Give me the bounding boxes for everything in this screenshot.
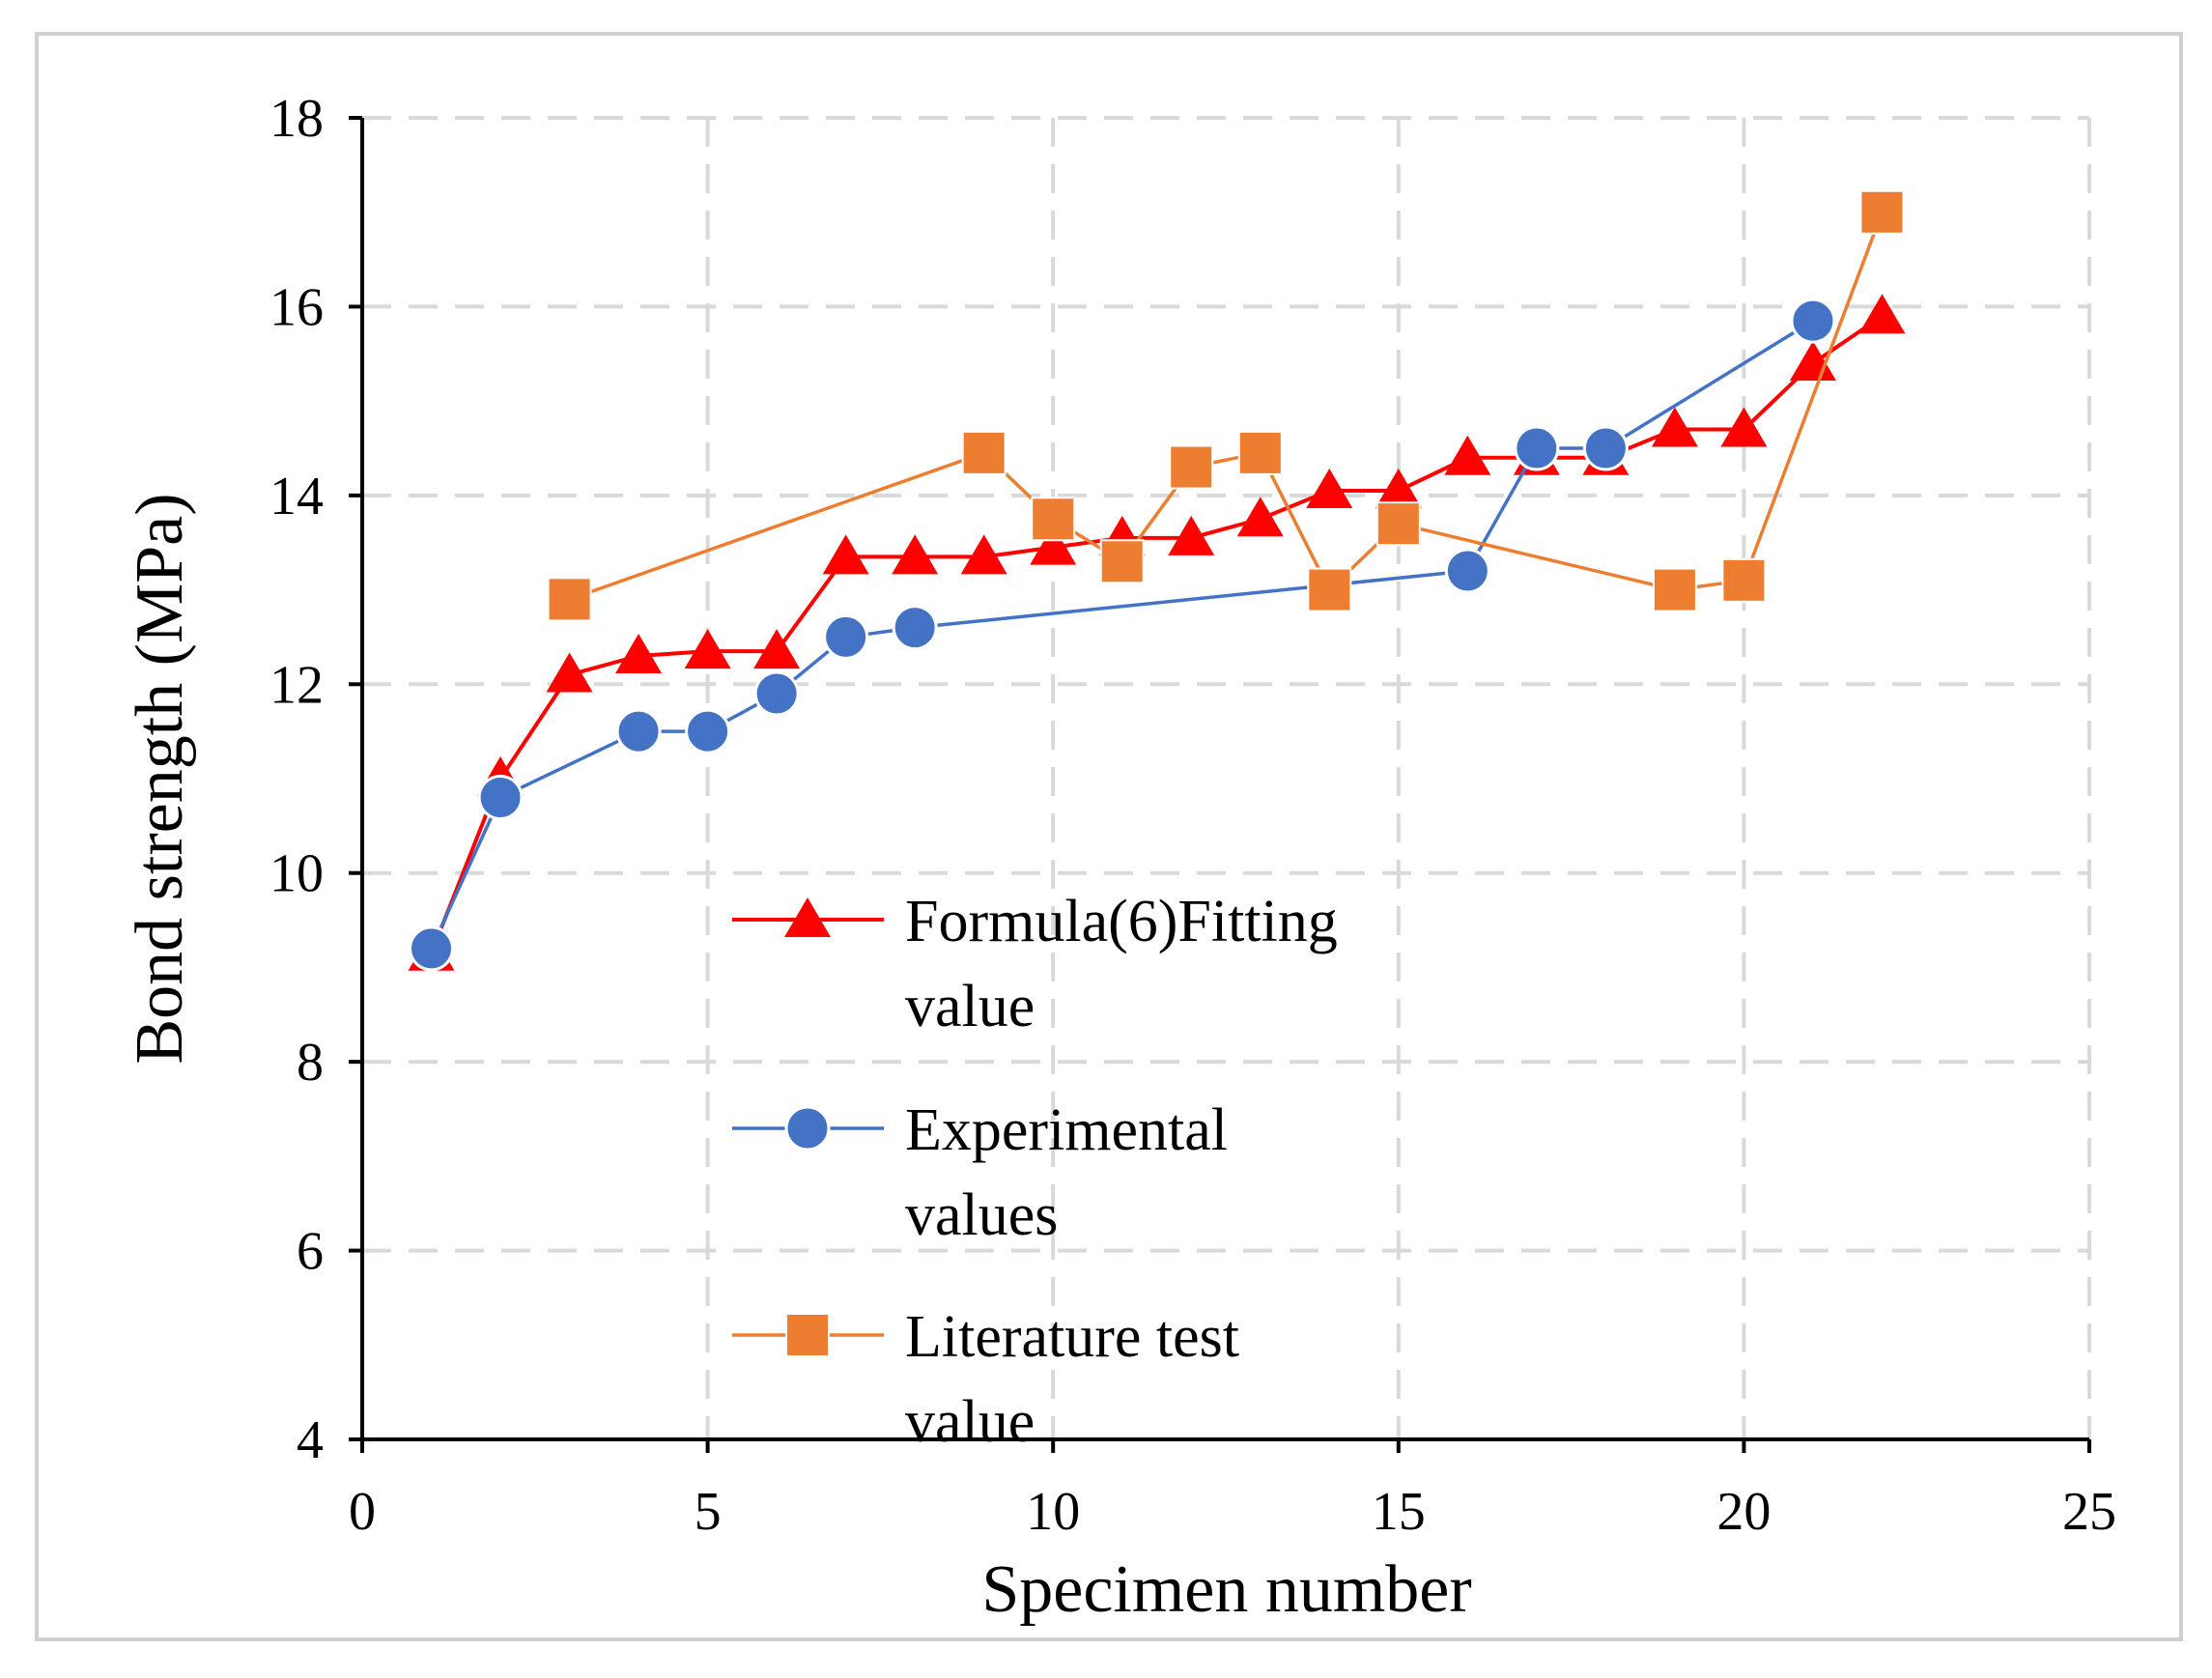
x-tick-label: 20 <box>1716 1482 1771 1542</box>
legend-label-experimental: values <box>905 1182 1058 1248</box>
y-tick-label: 12 <box>269 655 324 715</box>
formula-point <box>1720 407 1768 447</box>
formula-point <box>1444 435 1491 475</box>
formula-point <box>822 534 869 575</box>
x-tick-label: 5 <box>695 1482 722 1542</box>
x-axis-title: Specimen number <box>981 1552 1471 1627</box>
experimental-point <box>1790 298 1836 344</box>
formula-point <box>753 629 801 669</box>
legend-label-experimental: Experimental <box>905 1097 1228 1163</box>
formula-point <box>615 633 663 673</box>
legend: Formula(6)Fitting value Experimental values… <box>732 889 1338 1455</box>
y-tick-label: 8 <box>297 1033 324 1093</box>
formula-point <box>684 629 731 669</box>
series-literature <box>547 189 1905 622</box>
x-tick-label: 0 <box>349 1482 376 1542</box>
experimental-point <box>1582 425 1629 471</box>
experimental-point <box>409 925 455 972</box>
experimental-point <box>477 775 524 821</box>
experimental-point <box>892 605 938 651</box>
axes <box>349 116 2091 1453</box>
x-tick-label: 25 <box>2062 1482 2116 1542</box>
formula-point <box>892 534 939 575</box>
legend-label-formula: value <box>905 974 1035 1039</box>
y-tick-label: 18 <box>269 89 324 149</box>
legend-marker-experimental <box>784 1105 831 1152</box>
experimental-point <box>615 708 662 754</box>
formula-line <box>429 314 1884 954</box>
formula-point <box>1858 294 1906 334</box>
y-tick-label: 10 <box>269 844 324 904</box>
experimental-point <box>753 670 800 717</box>
legend-item-formula: Formula(6)Fitting value <box>732 889 1338 1039</box>
formula-point <box>1030 525 1077 565</box>
formula-point <box>1375 468 1422 508</box>
series-formula <box>408 294 1906 971</box>
y-axis-title: Bond strength (MPa) <box>123 493 197 1064</box>
experimental-point <box>685 708 731 754</box>
y-tick-label: 14 <box>269 467 324 526</box>
legend-marker-formula <box>784 897 831 937</box>
literature-point <box>1237 430 1283 475</box>
experimental-point <box>823 613 869 660</box>
formula-point <box>960 534 1007 575</box>
legend-item-experimental: Experimental values <box>732 1097 1228 1248</box>
legend-item-literature: Literature test value <box>732 1304 1239 1455</box>
tick-labels: 4 6 8 10 12 14 16 18 0 5 10 15 20 25 <box>269 89 2116 1542</box>
x-tick-label: 10 <box>1026 1482 1080 1542</box>
literature-point <box>1721 557 1767 603</box>
literature-point <box>547 577 592 622</box>
series-experimental <box>409 298 1836 972</box>
formula-point <box>1651 407 1698 447</box>
literature-point <box>1307 567 1352 612</box>
formula-point <box>1168 515 1215 555</box>
formula-point <box>1789 341 1836 382</box>
literature-point <box>1375 501 1421 547</box>
experimental-point <box>1444 548 1490 594</box>
y-tick-label: 6 <box>297 1222 324 1282</box>
literature-point <box>1859 189 1905 235</box>
literature-point <box>1031 497 1076 542</box>
literature-point <box>1652 567 1697 612</box>
legend-label-formula: Formula(6)Fitting <box>905 889 1338 954</box>
formula-point <box>546 652 593 693</box>
literature-point <box>961 430 1007 475</box>
literature-point <box>1169 444 1214 490</box>
legend-label-literature: value <box>905 1389 1035 1455</box>
y-tick-label: 4 <box>297 1410 324 1470</box>
experimental-point <box>1514 425 1560 471</box>
data-series <box>408 189 1906 972</box>
literature-point <box>1099 539 1145 584</box>
formula-point <box>1236 497 1284 537</box>
formula-point <box>1306 468 1353 508</box>
x-tick-label: 15 <box>1372 1482 1426 1542</box>
legend-marker-literature <box>785 1313 830 1357</box>
y-tick-label: 16 <box>269 277 324 337</box>
legend-label-literature: Literature test <box>905 1304 1239 1370</box>
